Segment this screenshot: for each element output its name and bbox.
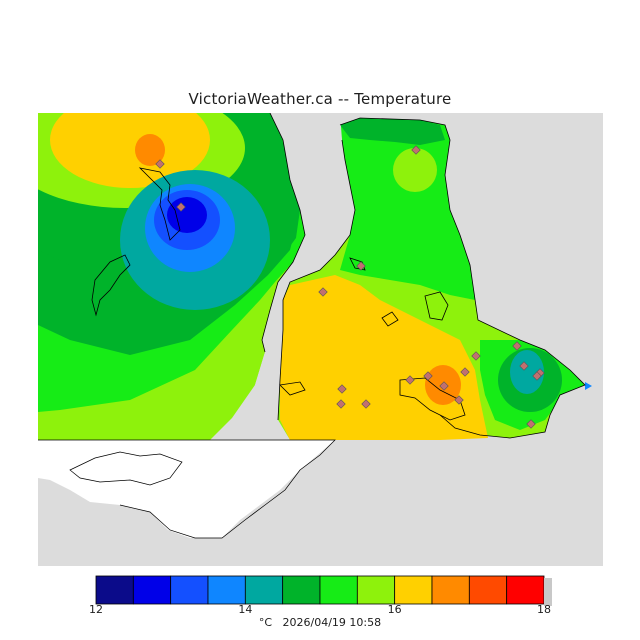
timestamp-label: 2026/04/19 10:58 <box>282 616 382 629</box>
units-label: °C <box>258 616 273 629</box>
contour-region-east <box>278 118 585 440</box>
contour-region-west <box>38 113 305 440</box>
legend-swatch <box>319 575 358 605</box>
legend-tick-label: 18 <box>537 603 551 616</box>
legend-colorbar <box>95 575 552 606</box>
station-marker <box>361 399 371 409</box>
station-marker <box>176 202 186 212</box>
legend-tick-label: 16 <box>387 603 402 616</box>
legend-swatch <box>244 575 284 605</box>
station-marker <box>532 371 542 381</box>
legend-swatch <box>431 575 470 605</box>
station-marker <box>454 395 464 405</box>
station-marker <box>512 341 522 351</box>
coastline <box>91 113 586 439</box>
station-marker <box>405 375 415 385</box>
legend-footer: °C 2026/04/19 10:58 <box>0 616 640 629</box>
map-title: VictoriaWeather.ca -- Temperature <box>188 90 452 108</box>
water-east <box>445 113 603 440</box>
legend-tick-label: 14 <box>238 603 253 616</box>
station-marker <box>336 399 346 409</box>
legend-shadow <box>544 578 552 606</box>
legend-swatch <box>356 575 396 605</box>
station-markers <box>155 145 545 429</box>
station-marker <box>155 159 165 169</box>
legend-swatch <box>207 575 246 605</box>
station-marker <box>439 381 449 391</box>
legend-swatch <box>95 575 134 605</box>
station-marker <box>337 384 347 394</box>
station-marker <box>460 367 470 377</box>
legend-swatch <box>468 575 508 605</box>
legend-swatch <box>170 575 209 605</box>
station-marker <box>471 351 481 361</box>
station-marker <box>318 287 328 297</box>
station-marker <box>411 145 421 155</box>
station-marker <box>526 419 536 429</box>
station-marker <box>423 371 433 381</box>
station-marker <box>519 361 529 371</box>
legend-swatch <box>394 575 433 605</box>
legend-swatch <box>282 575 321 605</box>
legend-tick-label: 12 <box>89 603 103 616</box>
legend-swatch <box>506 575 545 605</box>
legend-swatch <box>132 575 172 605</box>
water-channel <box>250 113 355 440</box>
station-marker <box>356 261 366 271</box>
